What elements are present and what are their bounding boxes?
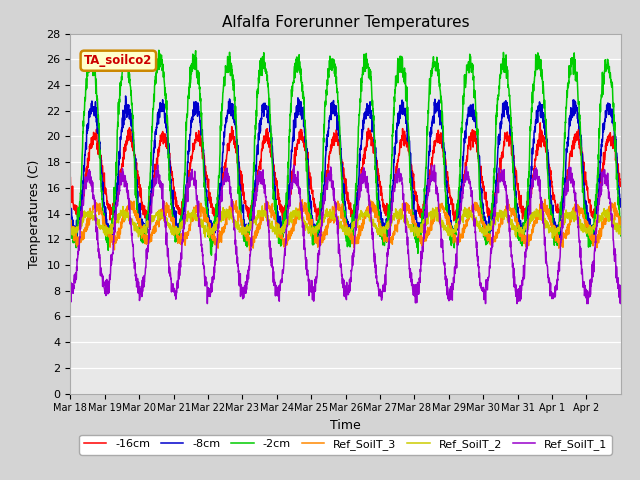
Ref_SoilT_1 xyxy=(154,162,161,168)
-16cm xyxy=(67,175,74,180)
-16cm xyxy=(609,141,617,146)
-8cm xyxy=(67,206,74,212)
-8cm xyxy=(543,139,550,145)
-16cm xyxy=(543,150,550,156)
Ref_SoilT_3 xyxy=(240,225,248,231)
-16cm xyxy=(536,120,544,126)
Ref_SoilT_2 xyxy=(122,214,129,220)
-8cm xyxy=(512,188,520,193)
Ref_SoilT_1 xyxy=(241,283,248,288)
-2cm xyxy=(609,105,617,110)
Ref_SoilT_1 xyxy=(617,295,625,300)
Line: -2cm: -2cm xyxy=(70,50,621,255)
Ref_SoilT_2 xyxy=(259,203,266,209)
-8cm xyxy=(122,108,129,114)
-16cm xyxy=(379,197,387,203)
Title: Alfalfa Forerunner Temperatures: Alfalfa Forerunner Temperatures xyxy=(222,15,469,30)
Ref_SoilT_2 xyxy=(379,228,387,233)
Ref_SoilT_3 xyxy=(512,215,520,220)
Ref_SoilT_1 xyxy=(512,288,520,294)
Line: -16cm: -16cm xyxy=(70,123,621,222)
Ref_SoilT_1 xyxy=(67,282,74,288)
Line: -8cm: -8cm xyxy=(70,96,621,240)
Ref_SoilT_3 xyxy=(504,196,511,202)
Ref_SoilT_2 xyxy=(240,228,248,234)
Ref_SoilT_3 xyxy=(122,210,129,216)
Ref_SoilT_2 xyxy=(548,235,556,241)
Ref_SoilT_1 xyxy=(122,176,129,181)
-8cm xyxy=(122,93,129,99)
Ref_SoilT_3 xyxy=(609,205,617,211)
Ref_SoilT_1 xyxy=(204,300,211,307)
Line: Ref_SoilT_1: Ref_SoilT_1 xyxy=(70,165,621,304)
X-axis label: Time: Time xyxy=(330,419,361,432)
Ref_SoilT_3 xyxy=(379,226,387,231)
Ref_SoilT_1 xyxy=(379,282,387,288)
-16cm xyxy=(511,166,519,171)
Ref_SoilT_2 xyxy=(511,232,519,238)
Ref_SoilT_3 xyxy=(543,204,550,209)
-8cm xyxy=(617,204,625,210)
-16cm xyxy=(617,183,625,189)
Text: TA_soilco2: TA_soilco2 xyxy=(84,54,152,67)
-8cm xyxy=(347,238,355,243)
Ref_SoilT_3 xyxy=(246,248,253,253)
Line: Ref_SoilT_2: Ref_SoilT_2 xyxy=(70,206,621,238)
-2cm xyxy=(512,195,520,201)
-2cm xyxy=(543,148,550,154)
-2cm xyxy=(67,222,74,228)
Ref_SoilT_2 xyxy=(609,216,617,222)
-16cm xyxy=(75,219,83,225)
Line: Ref_SoilT_3: Ref_SoilT_3 xyxy=(70,199,621,251)
Ref_SoilT_3 xyxy=(617,222,625,228)
-16cm xyxy=(122,148,129,154)
-2cm xyxy=(617,233,625,239)
Ref_SoilT_2 xyxy=(543,218,550,224)
Legend: -16cm, -8cm, -2cm, Ref_SoilT_3, Ref_SoilT_2, Ref_SoilT_1: -16cm, -8cm, -2cm, Ref_SoilT_3, Ref_Soil… xyxy=(79,435,612,455)
-2cm xyxy=(207,252,215,258)
Ref_SoilT_1 xyxy=(609,237,617,243)
Ref_SoilT_2 xyxy=(617,228,625,234)
Ref_SoilT_1 xyxy=(543,260,550,266)
Ref_SoilT_3 xyxy=(67,223,74,229)
-2cm xyxy=(122,55,129,61)
-8cm xyxy=(241,222,248,228)
-2cm xyxy=(155,48,163,53)
-2cm xyxy=(241,230,248,236)
Y-axis label: Temperatures (C): Temperatures (C) xyxy=(28,159,41,268)
-2cm xyxy=(379,236,387,242)
-8cm xyxy=(609,122,617,128)
Ref_SoilT_2 xyxy=(67,230,74,236)
-16cm xyxy=(241,201,248,206)
-8cm xyxy=(379,223,387,228)
